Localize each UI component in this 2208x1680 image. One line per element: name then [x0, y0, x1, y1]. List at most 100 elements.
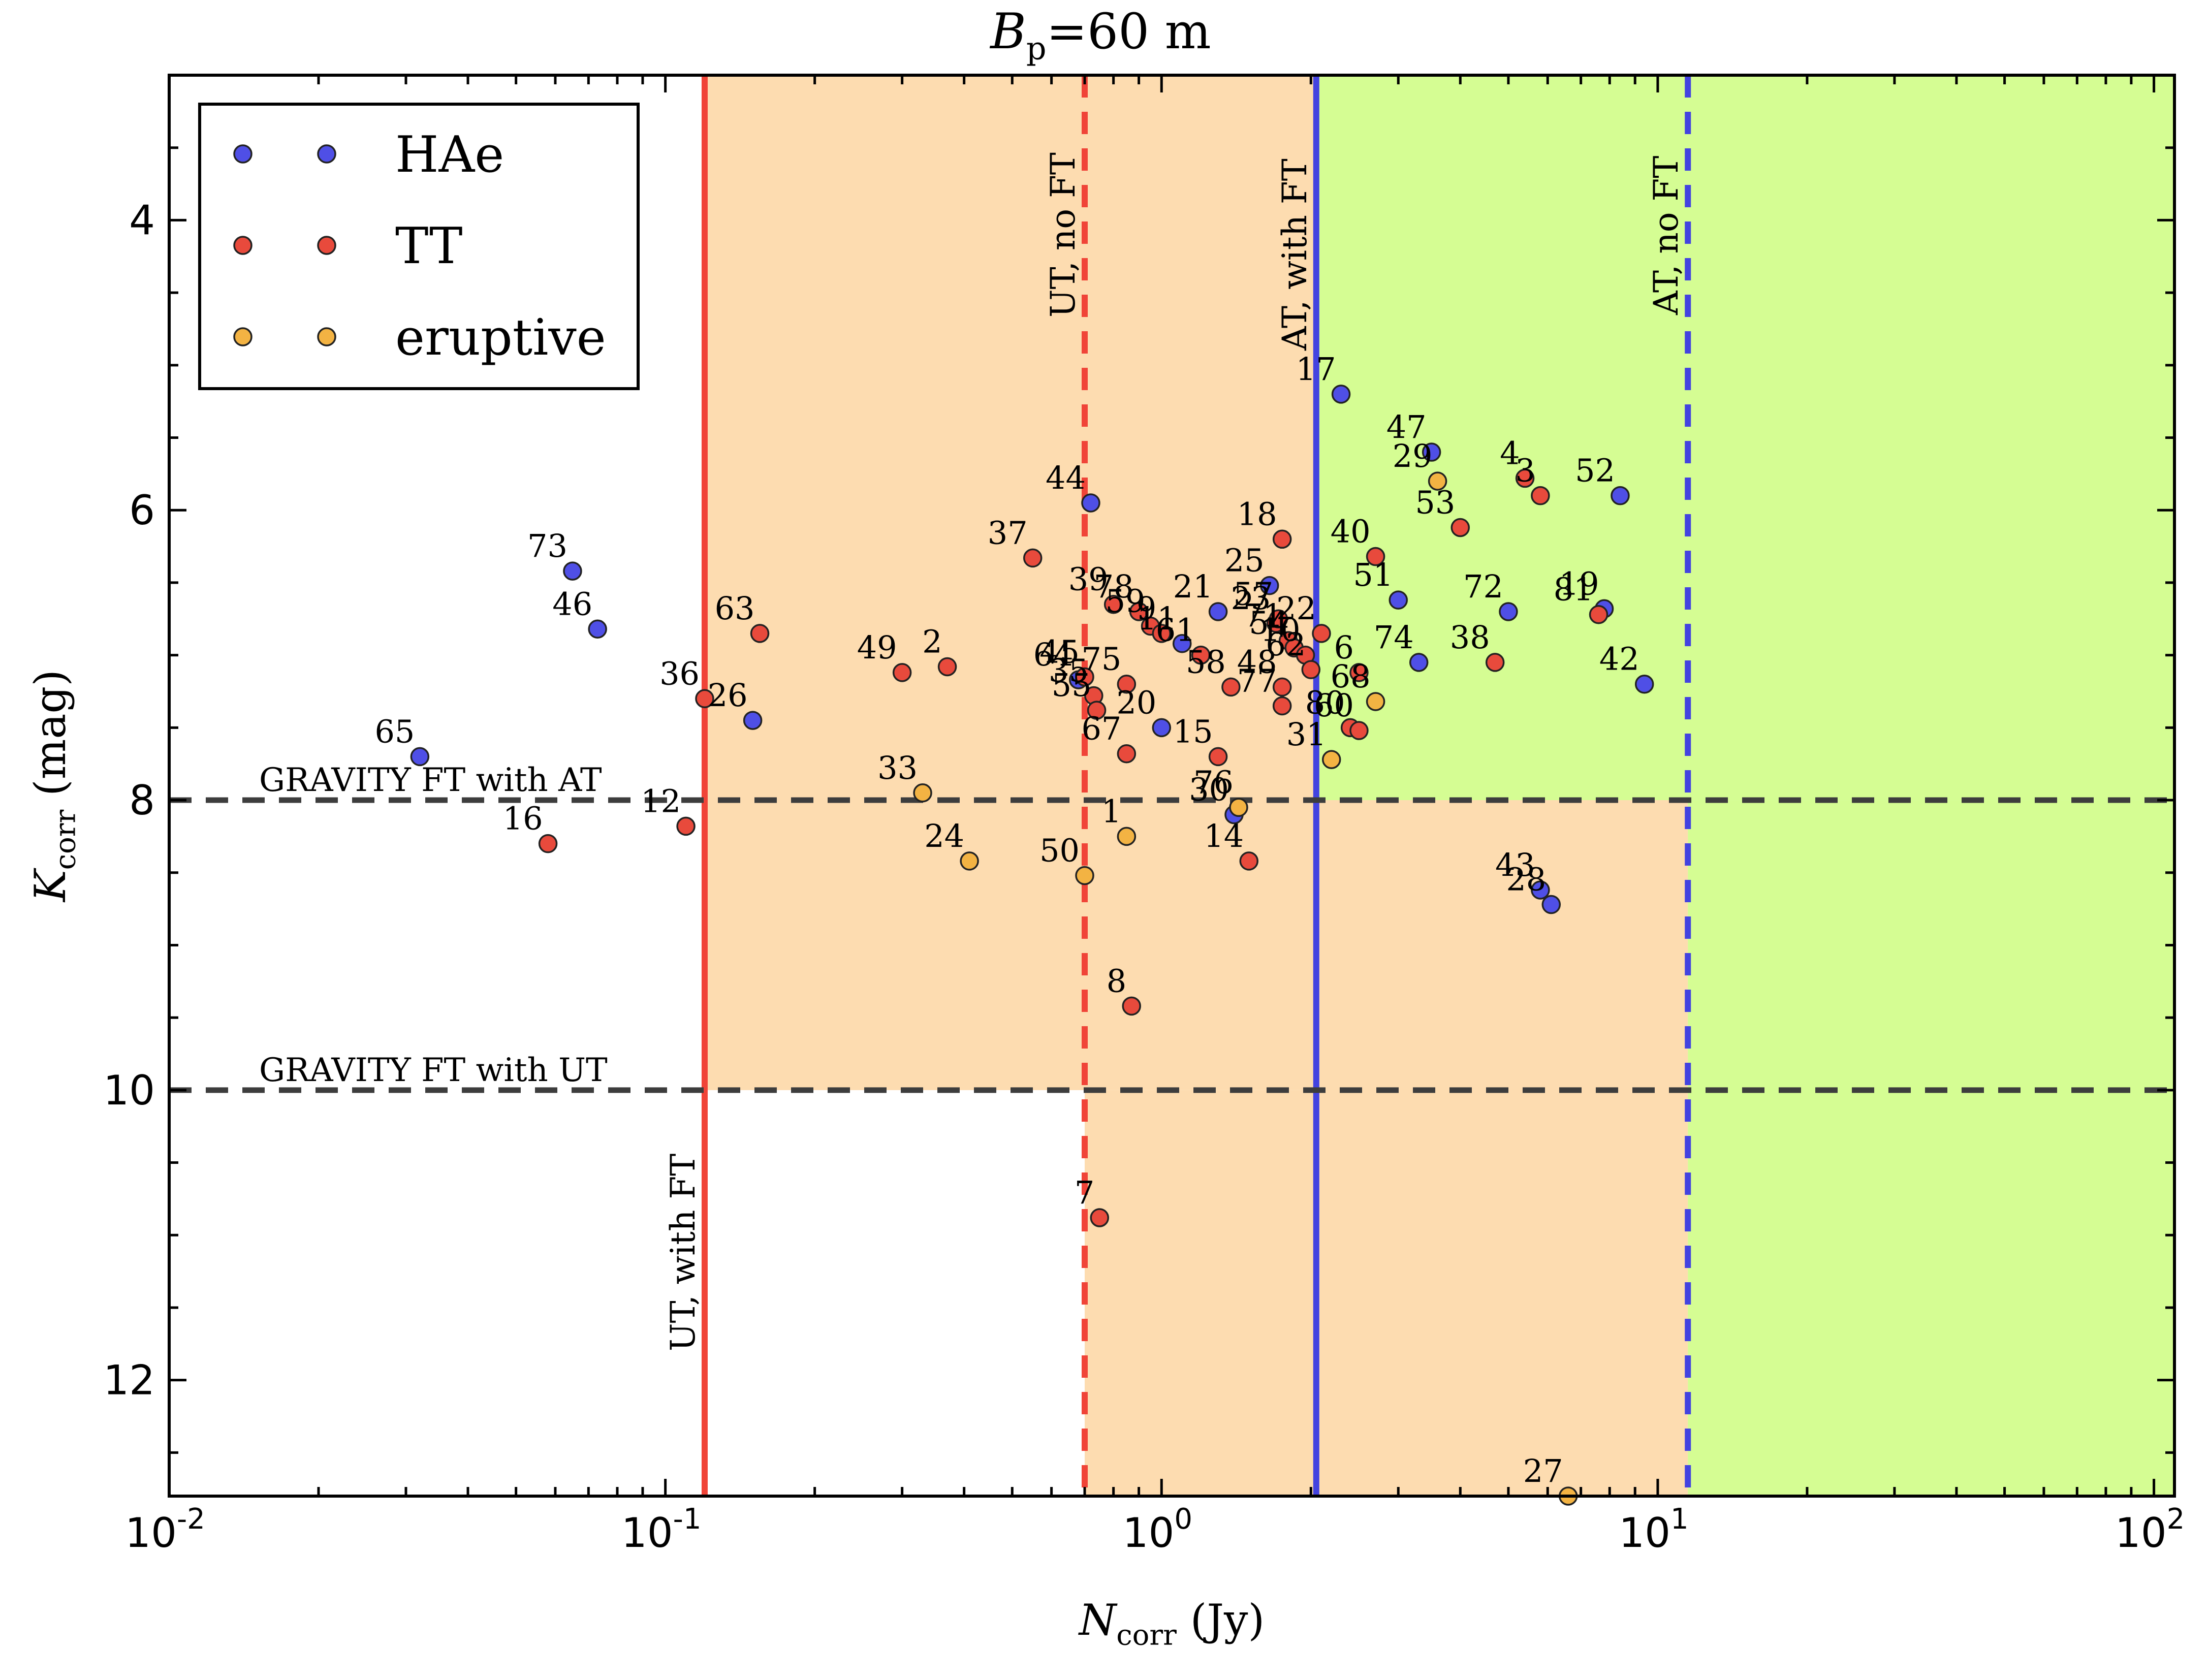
point-TT-15: [1208, 747, 1228, 767]
point-label-54: 54: [1249, 604, 1289, 641]
point-label-36: 36: [659, 655, 700, 692]
point-label-18: 18: [1237, 495, 1277, 532]
point-label-73: 73: [527, 527, 567, 564]
point-label-52: 52: [1575, 452, 1615, 489]
point-label-74: 74: [1374, 619, 1414, 656]
point-TT-67: [1117, 744, 1137, 764]
point-label-31: 31: [1286, 716, 1327, 753]
point-TT-62: [1301, 660, 1321, 679]
x-tick-label: 101: [1619, 1503, 1688, 1557]
vline-label-3: AT, no FT: [1647, 156, 1686, 315]
point-HAe-44: [1081, 493, 1100, 513]
point-label-72: 72: [1463, 568, 1503, 605]
legend-marker-eruptive: [233, 327, 253, 346]
point-eruptive-1: [1117, 827, 1137, 846]
point-HAe-17: [1331, 385, 1351, 404]
point-eruptive-33: [913, 783, 932, 803]
point-label-2: 2: [922, 623, 942, 660]
point-label-23: 23: [1231, 580, 1271, 617]
point-label-53: 53: [1415, 484, 1455, 521]
point-TT-40: [1366, 547, 1385, 566]
point-HAe-52: [1611, 486, 1630, 505]
point-eruptive-24: [960, 851, 979, 871]
point-label-44: 44: [1046, 459, 1086, 496]
point-HAe-65: [410, 747, 430, 767]
point-TT-18: [1272, 529, 1292, 549]
point-label-76: 76: [1193, 764, 1234, 801]
point-label-62: 62: [1266, 626, 1306, 663]
point-TT-63: [750, 624, 770, 643]
point-TT-4: [1515, 468, 1535, 488]
point-TT-38: [1485, 653, 1505, 672]
point-label-48: 48: [1237, 643, 1277, 680]
point-TT-77: [1272, 696, 1292, 716]
point-label-49: 49: [857, 629, 897, 666]
point-label-26: 26: [708, 677, 748, 714]
vline-label-0: UT, with FT: [664, 1154, 703, 1351]
point-label-9: 9: [1137, 590, 1156, 627]
legend-marker-TT: [317, 236, 336, 255]
legend-marker-HAe: [233, 144, 253, 164]
y-axis-label: Kcorr (mag): [25, 670, 82, 903]
point-label-81: 81: [1554, 571, 1594, 608]
point-label-78: 78: [1094, 568, 1134, 605]
vline-label-2: AT, with FT: [1275, 159, 1314, 351]
point-label-67: 67: [1081, 710, 1121, 747]
point-TT-22: [1312, 624, 1331, 643]
legend-marker-HAe: [317, 144, 336, 164]
point-HAe-51: [1389, 590, 1408, 610]
point-HAe-42: [1634, 674, 1654, 694]
point-TT-78: [1129, 602, 1149, 621]
point-TT-45: [1075, 667, 1094, 687]
point-label-80: 80: [1305, 684, 1345, 721]
hline-label-1: GRAVITY FT with UT: [259, 1052, 608, 1089]
point-HAe-28: [1541, 895, 1561, 914]
point-eruptive-50: [1075, 866, 1094, 885]
x-tick-label: 102: [2115, 1503, 2185, 1557]
point-label-8: 8: [1107, 962, 1126, 999]
legend-box: [198, 103, 640, 390]
point-TT-14: [1239, 851, 1259, 871]
region-ut-lower: [1085, 1090, 1316, 1496]
point-TT-12: [676, 816, 696, 836]
plot-frame: [168, 74, 2176, 1498]
point-label-43: 43: [1495, 846, 1535, 883]
point-label-33: 33: [877, 749, 918, 786]
point-label-77: 77: [1237, 662, 1277, 700]
point-label-11: 11: [1137, 600, 1177, 637]
point-label-12: 12: [641, 782, 681, 819]
point-label-40: 40: [1331, 513, 1371, 550]
point-label-45: 45: [1039, 633, 1080, 670]
point-label-42: 42: [1599, 641, 1639, 678]
legend-label-HAe: HAe: [395, 126, 504, 184]
point-label-58: 58: [1186, 643, 1226, 680]
point-TT-8: [1122, 996, 1141, 1016]
point-label-75: 75: [1081, 641, 1121, 678]
point-label-4: 4: [1500, 434, 1520, 471]
point-label-50: 50: [1039, 832, 1080, 869]
legend-label-eruptive: eruptive: [395, 309, 606, 367]
legend-marker-TT: [233, 236, 253, 255]
point-TT-55: [1087, 701, 1107, 720]
point-TT-6: [1349, 663, 1369, 682]
point-TT-61: [1191, 645, 1211, 665]
point-HAe-73: [563, 561, 582, 581]
point-TT-2: [937, 657, 957, 677]
y-tick-label: 4: [129, 197, 155, 244]
y-tick-label: 12: [103, 1357, 155, 1404]
point-label-47: 47: [1386, 408, 1427, 446]
point-HAe-25: [1259, 576, 1279, 595]
chart-title: Bp=60 m: [989, 3, 1211, 67]
point-TT-3: [1531, 486, 1550, 505]
point-label-71: 71: [1243, 597, 1283, 634]
x-tick-label: 10-1: [621, 1503, 702, 1557]
point-HAe-26: [743, 711, 763, 730]
legend: HAe TT eruptive: [198, 103, 640, 390]
point-label-63: 63: [715, 590, 755, 627]
point-label-38: 38: [1450, 619, 1490, 656]
point-HAe-20: [1152, 718, 1172, 738]
point-label-3: 3: [1515, 452, 1535, 489]
point-HAe-47: [1422, 442, 1441, 462]
vertical-threshold-lines: UT, with FT UT, no FT AT, with FT AT, no FT: [664, 75, 1691, 1496]
